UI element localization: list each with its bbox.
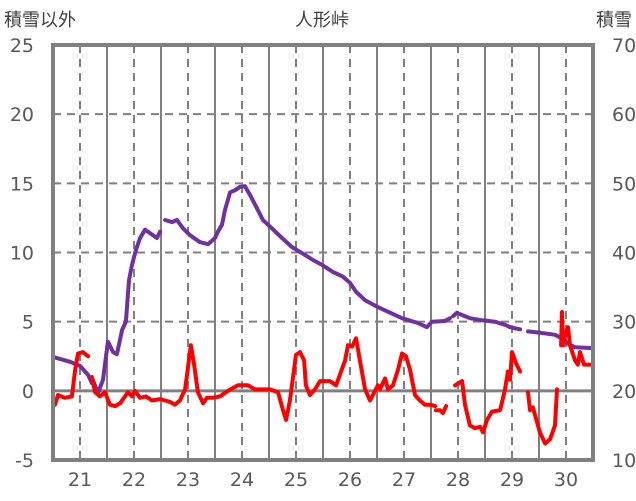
x-tick-label: 24 [230,469,254,491]
right-tick-label: 30 [612,312,636,334]
x-tick-label: 27 [392,469,416,491]
plot-frame [51,43,595,462]
snow-depth-line-segment [163,184,452,330]
x-tick-label: 21 [68,469,92,491]
temperature-line-segment [89,336,438,422]
right-tick-label: 40 [612,243,636,265]
right-tick-label: 20 [612,381,636,403]
x-tick-label: 29 [500,469,524,491]
right-tick-label: 60 [612,104,636,126]
temperature-line-segment [559,310,593,367]
x-tick-label: 30 [554,469,578,491]
left-tick-label: 10 [10,243,34,265]
temperature-line-segment [508,350,523,382]
x-tick-label: 22 [122,469,146,491]
left-tick-label: 5 [22,312,34,334]
snow-depth-line-segment [510,325,523,332]
x-tick-label: 26 [338,469,362,491]
x-tick-label: 25 [284,469,308,491]
x-tick-label: 23 [176,469,200,491]
snow-depth-line-segment [89,227,163,395]
left-tick-label: 0 [22,381,34,403]
left-tick-label: -5 [15,450,34,472]
series-layer [51,184,593,446]
grid [53,45,593,460]
temperature-line-segment [53,350,91,407]
temperature-line-segment [453,369,510,435]
snow-depth-line-segment [458,312,512,330]
x-tick-label: 28 [446,469,470,491]
snow-depth-line-segment [451,310,460,319]
left-axis-title: 積雪以外 [4,10,76,31]
snow-depth-line-segment [526,329,593,350]
right-tick-label: 70 [612,35,636,57]
right-axis-title: 積雪 [596,10,632,31]
right-tick-label: 50 [612,173,636,195]
temperature-line-segment [526,387,559,446]
chart-title: 人形峠 [295,10,349,31]
temperature-line-segment [433,404,449,415]
left-tick-label: 20 [10,104,34,126]
tick-labels: 21 22 23 24 25 26 27 28 29 302520151050-570605040… [10,35,636,491]
snow-depth-line-segment [51,354,94,386]
left-tick-label: 25 [10,35,34,57]
left-tick-label: 15 [10,173,34,195]
right-tick-label: 10 [612,450,636,472]
